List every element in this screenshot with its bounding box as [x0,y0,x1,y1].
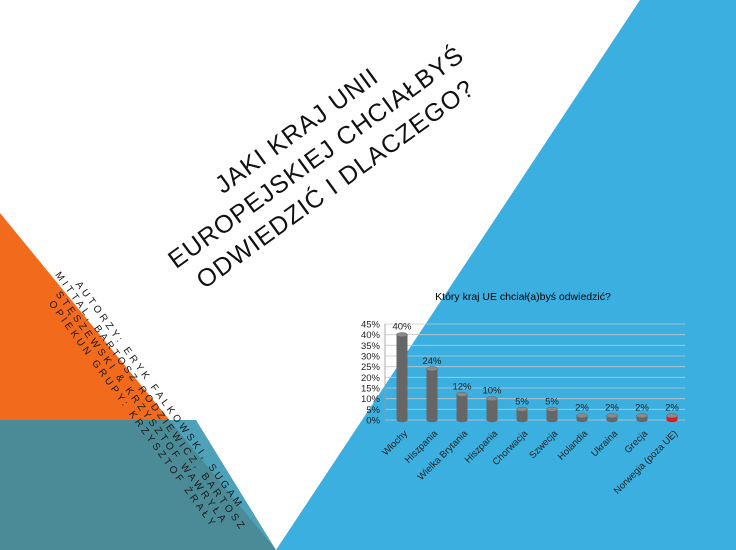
bar [636,413,648,423]
bar-base [666,417,678,423]
y-tick-label: 25% [361,362,381,373]
data-label: 12% [452,381,472,392]
y-tick-label: 10% [361,394,381,405]
data-label: 2% [635,403,649,414]
bar-cap [666,413,678,419]
data-label: 40% [392,322,412,333]
chart-title: Który kraj UE chciał(a)byś odwiedzić? [435,291,611,303]
bar [396,332,408,423]
y-tick-label: 5% [366,405,380,416]
bar-chart: Który kraj UE chciał(a)byś odwiedzić? 0%… [361,291,685,497]
data-label: 24% [422,356,442,367]
bar [516,406,528,423]
y-tick-label: 0% [366,416,380,427]
y-tick-label: 40% [361,330,381,341]
bar-base [426,417,438,423]
bar-cap [576,413,588,419]
bar-base [486,417,498,423]
bar-cap [546,406,558,412]
teal-overlap [0,420,276,550]
x-tick-label: Grecja [623,428,651,456]
bar-base [396,417,408,423]
x-tick-label: Ukraina [589,428,620,459]
y-tick-label: 30% [361,352,381,363]
data-labels: 40% 24% 12% 10% 5% 5% 2% 2% 2% 2% [392,322,679,414]
bar-body [486,398,498,420]
data-label: 5% [515,396,529,407]
data-label: 2% [605,403,619,414]
bar-base [636,417,648,423]
bar-base [516,417,528,423]
bar [426,366,438,423]
bar-cap [636,413,648,419]
bar [486,396,498,423]
bar-body [546,409,558,420]
bar [456,392,468,423]
bar-base [546,417,558,423]
data-label: 10% [482,386,502,397]
bar-body [456,394,468,420]
bar-body [516,409,528,420]
bar [546,406,558,423]
chart-bars [396,332,678,423]
bar-base [606,417,618,423]
bar-cap [426,366,438,372]
bar-cap [396,332,408,338]
bar-body [426,368,438,420]
bar-cap [456,392,468,397]
data-label: 2% [575,403,589,414]
y-axis-ticks: 0%5%10%15%20%25%30%35%40%45% [361,320,381,427]
y-tick-label: 20% [361,373,381,384]
y-tick-label: 15% [361,384,381,395]
bar-cap [486,396,498,402]
data-label: 5% [545,396,559,407]
bar-body [396,334,408,420]
bar-cap [606,413,618,419]
y-tick-label: 45% [361,320,381,331]
bar-base [456,417,468,423]
bar-cap [516,406,528,412]
bar [606,413,618,423]
y-tick-label: 35% [361,341,381,352]
x-tick-label: Szwecja [527,428,560,461]
x-tick-label: Holandia [556,428,591,463]
bar [576,413,588,423]
bar [666,413,678,423]
data-label: 2% [665,403,679,414]
bar-base [576,417,588,423]
blue-panel [276,0,736,550]
